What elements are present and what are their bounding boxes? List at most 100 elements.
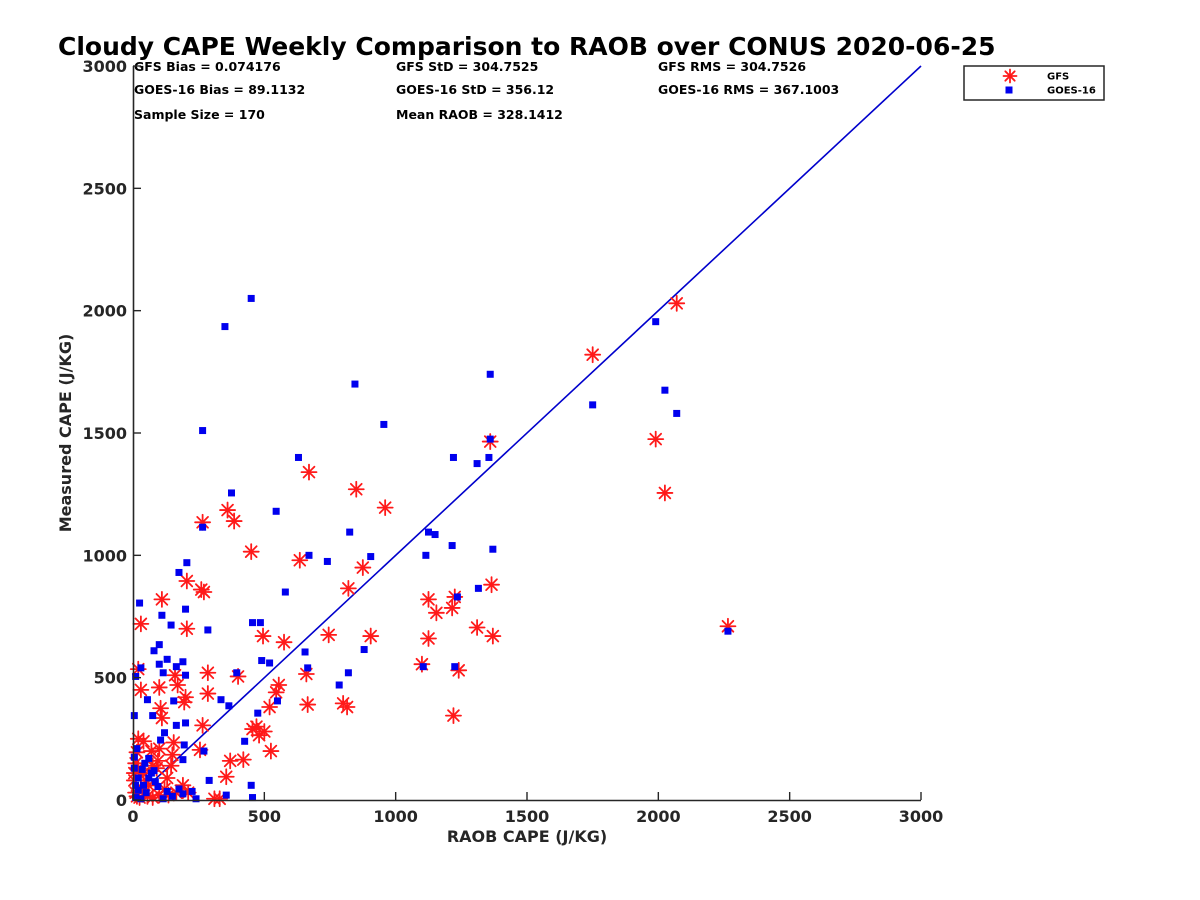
gfs-point	[262, 742, 280, 760]
x-tick-label: 1000	[373, 807, 418, 826]
x-tick-label: 500	[248, 807, 281, 826]
goes16-point	[304, 664, 312, 672]
goes16-point	[188, 787, 196, 795]
goes16-point	[241, 737, 249, 745]
goes16-point	[172, 721, 180, 729]
legend-label: GFS	[1047, 72, 1069, 83]
x-tick-label: 1500	[505, 807, 550, 826]
legend-gfs-marker	[1002, 68, 1018, 84]
gfs-point	[420, 630, 437, 647]
gfs-point	[338, 698, 356, 716]
goes16-point	[130, 712, 138, 720]
goes16-point	[182, 671, 190, 679]
goes16-point	[142, 789, 150, 797]
goes16-point	[301, 648, 309, 656]
plot-area: GFS Bias = 0.074176 GOES-16 Bias = 89.113…	[82, 57, 943, 826]
gfs-point	[668, 294, 686, 312]
goes16-point	[168, 792, 176, 800]
goes16-point	[652, 318, 660, 326]
goes16-point	[486, 370, 494, 378]
goes16-point	[474, 584, 482, 592]
gfs-point	[483, 576, 500, 594]
stat-text: GOES-16 StD = 356.12	[396, 82, 554, 97]
goes16-point	[344, 669, 352, 677]
goes16-point	[133, 745, 141, 753]
goes16-point	[425, 528, 432, 536]
y-tick-label: 1500	[82, 424, 127, 443]
x-tick-label: 0	[127, 807, 138, 826]
gfs-point	[656, 484, 674, 502]
gfs-point	[221, 752, 239, 770]
goes16-point	[448, 542, 456, 550]
gfs-point	[165, 734, 183, 751]
goes16-point	[258, 657, 266, 665]
goes16-point	[221, 323, 229, 331]
goes16-point	[179, 756, 187, 764]
gfs-point	[300, 463, 318, 481]
gfs-point	[175, 693, 193, 711]
chart-title: Cloudy CAPE Weekly Comparison to RAOB ov…	[58, 32, 996, 61]
goes16-point	[305, 551, 313, 559]
goes16-point	[485, 453, 493, 461]
stat-text: GOES-16 Bias = 89.1132	[134, 82, 305, 97]
goes16-point	[200, 747, 208, 755]
x-axis-ticks: 0 500 1000 1500 2000 2500 3000	[127, 792, 943, 826]
goes16-point	[360, 646, 368, 654]
goes16-point	[170, 697, 178, 705]
goes16-point	[182, 605, 190, 613]
goes16-point	[380, 420, 388, 428]
gfs-point	[261, 698, 278, 716]
goes16-point	[141, 759, 149, 767]
gfs-point	[169, 676, 187, 694]
goes16-point	[273, 697, 281, 705]
goes16-point	[489, 545, 497, 553]
goes16-point	[453, 593, 461, 601]
goes16-point	[132, 794, 140, 802]
gfs-point	[427, 604, 445, 622]
goes16-point	[451, 663, 459, 671]
goes16-point	[145, 774, 153, 782]
goes16-point	[172, 663, 180, 671]
goes16-point	[661, 386, 669, 394]
goes16-point	[233, 669, 241, 677]
gfs-point	[291, 551, 309, 569]
gfs-point	[242, 543, 260, 561]
goes16-point	[419, 663, 427, 671]
goes16-point	[249, 619, 257, 627]
goes16-point	[249, 794, 257, 802]
goes16-point	[179, 658, 187, 666]
goes16-point	[163, 787, 171, 795]
goes16-point	[138, 765, 146, 773]
gfs-point	[152, 699, 169, 717]
goes16-point	[130, 753, 138, 761]
goes16-point	[161, 729, 169, 737]
gfs-point	[376, 499, 394, 517]
goes16-point	[180, 741, 188, 749]
goes16-point	[431, 531, 439, 539]
stat-text: GFS RMS = 304.7526	[658, 59, 806, 74]
goes16-point	[199, 427, 207, 435]
gfs-point	[299, 696, 317, 713]
goes16-point	[422, 551, 430, 559]
goes16-point	[294, 453, 302, 461]
gfs-point	[158, 769, 176, 787]
y-tick-label: 0	[116, 791, 127, 810]
gfs-point	[234, 751, 252, 769]
y-tick-label: 2500	[82, 179, 127, 198]
goes16-point	[158, 611, 166, 619]
goes16-point	[486, 435, 494, 443]
y-tick-label: 1000	[82, 546, 127, 565]
gfs-point	[219, 501, 236, 519]
gfs-point	[354, 559, 372, 576]
goes16-point	[673, 409, 681, 417]
goes16-point	[266, 659, 274, 667]
goes16-point	[367, 553, 375, 561]
goes16-point	[192, 795, 200, 803]
legend: GFS GOES-16	[963, 65, 1105, 101]
goes16-point	[247, 294, 255, 302]
legend-box	[963, 65, 1105, 101]
goes16-point	[134, 786, 142, 794]
gfs-series	[125, 294, 737, 808]
gfs-point	[135, 732, 152, 750]
goes16-point	[155, 641, 163, 649]
